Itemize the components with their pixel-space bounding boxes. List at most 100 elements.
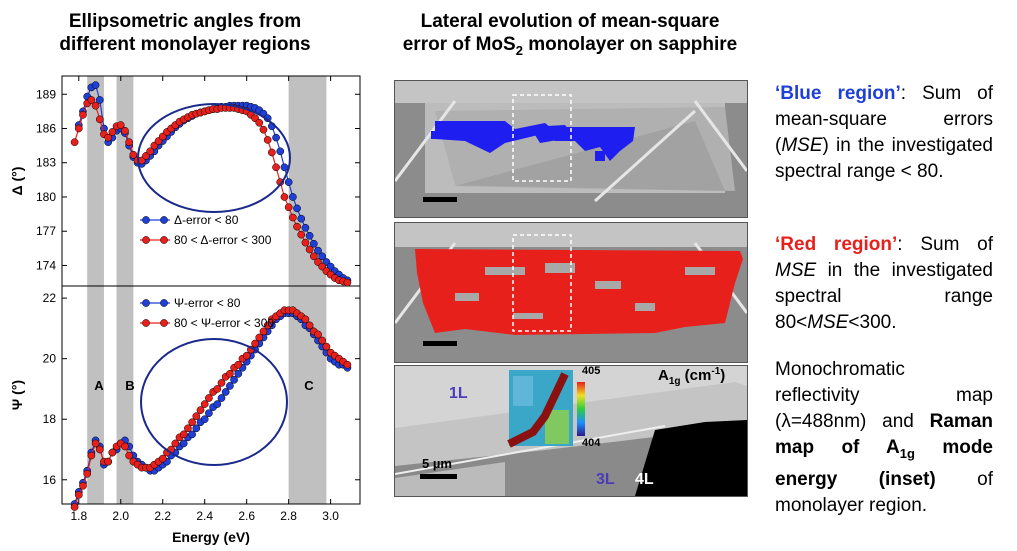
data-point: [293, 204, 301, 213]
monochromatic-description: Monochromatic reflectivity map (λ=488nm)…: [775, 357, 993, 519]
axis-ticks: 1.8 2.0 2.2 2.4 2.6 2.8 3.0 174 177 180 183 186 189 1…: [36, 76, 360, 523]
x-tick-label: 2.6: [238, 509, 255, 523]
data-point: [318, 336, 327, 345]
data-point: [83, 469, 92, 478]
red-desc-text2: in the investigated spectral range 80<: [775, 260, 993, 333]
colorbar-max: 405: [582, 365, 601, 377]
data-point: [297, 230, 306, 239]
y-tick-label: 16: [43, 473, 57, 487]
legend-label: 80 < Ψ-error < 300: [174, 316, 274, 330]
data-point: [301, 315, 310, 324]
data-point: [95, 445, 104, 454]
data-point: [121, 442, 129, 451]
data-point: [91, 439, 100, 448]
psi-series: [70, 306, 352, 511]
data-point: [226, 382, 234, 390]
data-point: [121, 126, 129, 135]
data-point: [87, 96, 96, 104]
y-tick-label: 174: [36, 258, 56, 272]
mono-desc-tail: of monolayer region.: [775, 468, 993, 516]
scale-bar-label: 5 µm: [422, 456, 452, 471]
legend-marker: [160, 236, 168, 244]
data-point: [129, 150, 138, 159]
data-point: [70, 503, 79, 511]
data-point: [255, 333, 264, 342]
data-point: [309, 239, 318, 248]
data-point: [343, 278, 352, 287]
legend-marker: [160, 216, 168, 224]
data-point: [171, 439, 180, 448]
data-point: [297, 214, 306, 223]
raman-bold-sub: 1g: [899, 445, 915, 461]
data-point: [213, 385, 222, 393]
data-point: [284, 203, 293, 212]
left-title-line2: different monolayer regions: [59, 34, 311, 55]
data-point: [217, 394, 226, 402]
legend-marker: [142, 236, 150, 244]
mono-desc-text: Monochromatic reflectivity map (λ=488nm)…: [775, 359, 993, 432]
y-tick-label: 183: [36, 156, 56, 170]
data-point: [263, 321, 272, 330]
legend-marker: [142, 299, 150, 307]
raman-label-unit: (cm: [680, 367, 712, 384]
data-point: [301, 238, 310, 247]
x-tick-label: 3.0: [322, 509, 339, 523]
data-point: [305, 231, 314, 240]
x-tick-label: 2.8: [280, 509, 297, 523]
transition-band: [288, 76, 327, 504]
data-point: [125, 138, 134, 147]
data-point: [259, 327, 268, 336]
data-point: [272, 163, 280, 172]
red-desc-mse2: MSE: [807, 312, 849, 333]
y-tick-label: 22: [43, 291, 57, 305]
data-point: [230, 376, 238, 384]
data-point: [196, 406, 205, 414]
blue-region-description: ‘Blue region’: Sum of mean-square errors…: [775, 81, 993, 185]
data-point: [188, 418, 196, 427]
legend-marker: [160, 299, 168, 307]
data-point: [146, 147, 154, 156]
blue-region-map: [394, 80, 748, 218]
data-point: [205, 394, 213, 402]
y-tick-label: 177: [36, 224, 56, 238]
data-point: [95, 115, 104, 124]
data-point: [192, 412, 201, 421]
data-point: [263, 136, 272, 144]
data-point: [74, 491, 83, 499]
legend-label: 80 < Δ-error < 300: [174, 233, 272, 247]
blue-region-label: ‘Blue region’: [775, 83, 901, 104]
legend-marker: [142, 216, 150, 224]
band-label-a: A: [94, 378, 104, 393]
legend-label: Ψ-error < 80: [174, 296, 241, 310]
data-point: [217, 379, 226, 387]
map-title: Lateral evolution of mean-square error o…: [380, 10, 760, 62]
data-point: [288, 213, 297, 222]
data-point: [284, 178, 293, 186]
data-point: [301, 223, 310, 232]
red-region-label: ‘Red region’: [775, 234, 898, 255]
y-tick-label: 180: [36, 190, 56, 204]
map-title-text: error of MoS: [402, 34, 516, 55]
legend-marker: [142, 319, 150, 327]
psi-plot-frame: [61, 285, 361, 505]
transition-band: [116, 76, 134, 504]
data-point: [318, 252, 327, 261]
data-point: [276, 147, 285, 156]
scale-bar: [420, 474, 457, 479]
y-tick-label: 186: [36, 122, 56, 136]
label-1l: 1L: [449, 385, 468, 402]
data-point: [234, 360, 243, 369]
left-title: Ellipsometric angles from different mono…: [20, 10, 350, 56]
raman-map-bold: Raman map of A1g mode energy (inset): [775, 411, 993, 490]
raman-label-sup: -1: [711, 366, 721, 377]
data-point: [314, 330, 322, 339]
legend-label: Δ-error < 80: [174, 213, 239, 227]
data-point: [272, 133, 280, 142]
data-point: [213, 400, 222, 408]
delta-legend: Δ-error < 80 80 < Δ-error < 300: [140, 213, 272, 247]
blue-desc-text2: ) in the investigated spectral range < 8…: [775, 135, 993, 182]
x-tick-label: 2.0: [112, 509, 129, 523]
raman-reflectivity-map: [394, 365, 748, 497]
transition-band: [87, 76, 104, 504]
data-point: [179, 430, 188, 439]
